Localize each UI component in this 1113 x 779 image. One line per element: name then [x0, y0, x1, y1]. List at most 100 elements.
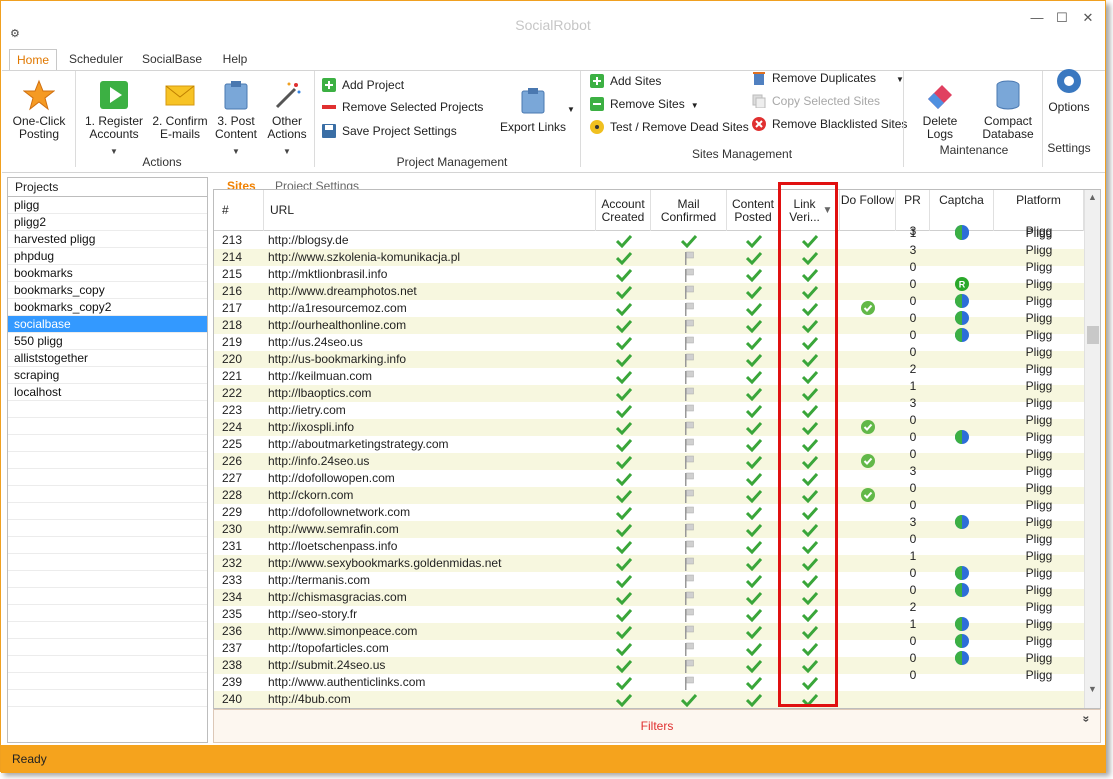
remove-sites-button[interactable]: Remove Sites ▼: [590, 94, 699, 114]
project-item[interactable]: bookmarks_copy2: [8, 299, 207, 316]
table-row[interactable]: 220 http://us-bookmarking.info 0 Pligg: [214, 345, 1084, 368]
table-row[interactable]: 227 http://dofollowopen.com 3 Pligg: [214, 464, 1084, 487]
table-row[interactable]: 232 http://www.sexybookmarks.goldenmidas.…: [214, 549, 1084, 572]
do-follow-cell: [840, 606, 896, 623]
project-item[interactable]: scraping: [8, 367, 207, 384]
table-row[interactable]: 238 http://submit.24seo.us 0 Pligg: [214, 651, 1084, 674]
compact-database-button[interactable]: Compact Database: [976, 79, 1040, 141]
remove-duplicates-button[interactable]: Remove Duplicates ▼: [752, 68, 904, 88]
mail-confirmed-cell: [651, 470, 727, 487]
pr-cell: 2: [909, 362, 917, 376]
expand-icon[interactable]: »: [1079, 715, 1094, 723]
check-icon: [802, 693, 818, 707]
col-num[interactable]: #: [214, 190, 264, 231]
table-row[interactable]: 228 http://ckorn.com 0 Pligg: [214, 481, 1084, 504]
confirm-emails-button[interactable]: 2. Confirm E-mails: [150, 79, 210, 141]
add-sites-button[interactable]: Add Sites: [590, 71, 661, 91]
mail-confirmed-cell: [651, 436, 727, 453]
options-button[interactable]: Options: [1044, 65, 1094, 114]
scroll-thumb[interactable]: [1087, 326, 1099, 344]
table-row[interactable]: 217 http://a1resourcemoz.com 0 Pligg: [214, 294, 1084, 317]
account-created-cell: [596, 504, 651, 521]
col-do-follow[interactable]: Do Follow: [840, 190, 896, 231]
scroll-down-icon[interactable]: ▼: [1088, 684, 1097, 694]
delete-logs-button[interactable]: Delete Logs: [908, 79, 972, 141]
content-posted-cell: [727, 283, 780, 300]
table-row[interactable]: 219 http://us.24seo.us 0 Pligg: [214, 328, 1084, 351]
table-row[interactable]: 236 http://www.simonpeace.com 1 Pligg: [214, 617, 1084, 640]
app-icon[interactable]: ⚙: [10, 28, 20, 40]
project-item[interactable]: socialbase: [8, 316, 207, 333]
project-item[interactable]: harvested pligg: [8, 231, 207, 248]
close-button[interactable]: ✕: [1082, 10, 1094, 25]
copy-sites-button[interactable]: Copy Selected Sites: [752, 91, 880, 111]
table-row[interactable]: 240 http://4bub.com: [214, 691, 1084, 708]
filters-bar[interactable]: Filters »: [213, 709, 1101, 743]
table-row[interactable]: 229 http://dofollownetwork.com 0 Pligg: [214, 498, 1084, 521]
project-item[interactable]: localhost: [8, 384, 207, 401]
plus-icon: [590, 74, 604, 88]
table-row[interactable]: 216 http://www.dreamphotos.net 0 R Pligg: [214, 277, 1084, 300]
col-pr[interactable]: PR: [896, 190, 930, 231]
minimize-button[interactable]: —: [1030, 10, 1044, 25]
tab-socialbase[interactable]: SocialBase: [141, 52, 203, 66]
project-item[interactable]: pligg2: [8, 214, 207, 231]
scroll-up-icon[interactable]: ▲: [1088, 192, 1097, 202]
other-actions-button[interactable]: Other Actions ▼: [264, 79, 310, 158]
remove-projects-button[interactable]: Remove Selected Projects: [322, 97, 483, 117]
save-settings-button[interactable]: Save Project Settings: [322, 121, 457, 141]
table-row[interactable]: 234 http://chismasgracias.com 0 Pligg: [214, 583, 1084, 606]
table-row[interactable]: 214 http://www.szkolenia-komunikacja.pl 3 P…: [214, 243, 1084, 266]
table-row[interactable]: 239 http://www.authenticlinks.com 0 Pligg: [214, 668, 1084, 691]
captcha-blue-icon: [955, 226, 969, 240]
table-row[interactable]: 223 http://ietry.com 3 Pligg: [214, 396, 1084, 419]
table-row[interactable]: 226 http://info.24seo.us 0 Pligg: [214, 447, 1084, 470]
project-item[interactable]: bookmarks: [8, 265, 207, 282]
flag-icon: [685, 421, 694, 435]
mail-confirmed-cell: [651, 555, 727, 572]
col-url[interactable]: URL: [264, 190, 596, 231]
tab-help[interactable]: Help: [222, 52, 248, 66]
col-platform[interactable]: Platform: [994, 190, 1084, 231]
maximize-button[interactable]: ☐: [1056, 10, 1068, 25]
table-row[interactable]: 222 http://lbaoptics.com 1 Pligg: [214, 379, 1084, 402]
col-mail-confirmed[interactable]: Mail Confirmed: [651, 190, 727, 231]
project-item[interactable]: phpdug: [8, 248, 207, 265]
delete-logs-label: Delete Logs: [922, 114, 958, 141]
check-icon: [745, 438, 762, 452]
table-row[interactable]: 231 http://loetschenpass.info 0 Pligg: [214, 532, 1084, 555]
check-icon: [802, 370, 818, 384]
vertical-scrollbar[interactable]: ▲ ▼: [1084, 190, 1100, 708]
captcha-cell: [930, 531, 994, 548]
table-row[interactable]: 233 http://termanis.com 0 Pligg: [214, 566, 1084, 589]
col-captcha[interactable]: Captcha: [930, 190, 994, 231]
remove-blacklisted-button[interactable]: Remove Blacklisted Sites: [752, 114, 907, 134]
col-link-verified[interactable]: Link Veri... ▼: [780, 190, 840, 231]
table-row[interactable]: 224 http://ixospli.info 0 Pligg: [214, 413, 1084, 436]
project-item[interactable]: 550 pligg: [8, 333, 207, 350]
post-content-button[interactable]: 3. Post Content ▼: [210, 79, 262, 158]
project-item[interactable]: pligg: [8, 197, 207, 214]
tab-scheduler[interactable]: Scheduler: [68, 52, 124, 66]
table-row[interactable]: 221 http://keilmuan.com 2 Pligg: [214, 362, 1084, 385]
table-row[interactable]: 215 http://mktlionbrasil.info 0 Pligg: [214, 260, 1084, 283]
table-row[interactable]: 218 http://ourhealthonline.com 0 Pligg: [214, 311, 1084, 334]
project-item[interactable]: bookmarks_copy: [8, 282, 207, 299]
one-click-posting-button[interactable]: One-Click Posting: [8, 79, 70, 141]
col-account-created[interactable]: Account Created: [596, 190, 651, 231]
table-row[interactable]: 225 http://aboutmarketingstrategy.com 0 Pli…: [214, 430, 1084, 453]
test-dead-sites-button[interactable]: Test / Remove Dead Sites: [590, 117, 749, 137]
register-accounts-button[interactable]: 1. Register Accounts ▼: [82, 79, 146, 158]
tab-home[interactable]: Home: [9, 49, 57, 71]
export-links-button[interactable]: Export Links: [498, 85, 568, 134]
table-row[interactable]: 237 http://topofarticles.com 0 Pligg: [214, 634, 1084, 657]
export-icon: [521, 88, 545, 114]
add-project-button[interactable]: Add Project: [322, 75, 404, 95]
table-row[interactable]: 213 http://blogsy.de 1 Pligg: [214, 226, 1084, 249]
table-row[interactable]: 230 http://www.semrafin.com 3 Pligg: [214, 515, 1084, 538]
content-posted-cell: [727, 317, 780, 334]
project-item[interactable]: alliststogether: [8, 350, 207, 367]
chevron-down-icon[interactable]: ▼: [567, 105, 575, 114]
table-row[interactable]: 235 http://seo-story.fr 2 Pligg: [214, 600, 1084, 623]
col-content-posted[interactable]: Content Posted: [727, 190, 780, 231]
